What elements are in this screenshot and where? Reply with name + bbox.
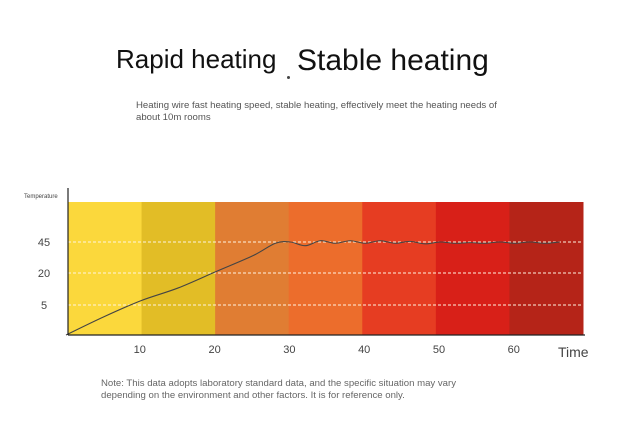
- heat-band: [362, 202, 437, 335]
- separator-dot: [287, 76, 290, 79]
- x-tick-label: 50: [433, 344, 445, 356]
- y-tick-label: 45: [38, 237, 50, 249]
- x-tick-label: 60: [508, 344, 520, 356]
- disclaimer-note: Note: This data adopts laboratory standa…: [101, 378, 456, 401]
- x-tick-labels: 10 20 30 40 50 60: [134, 344, 520, 356]
- heat-band: [215, 202, 290, 335]
- heat-bands: [68, 202, 584, 335]
- x-tick-label: 10: [134, 344, 146, 356]
- x-tick-label: 40: [358, 344, 370, 356]
- x-tick-label: 20: [208, 344, 220, 356]
- y-axis-label: Temperature: [24, 194, 58, 200]
- heat-band: [435, 202, 510, 335]
- temperature-chart: Temperature Time 10 20 30 40 50 60 5 20 45: [24, 188, 589, 360]
- temperature-curve: [65, 240, 560, 336]
- y-tick-label: 5: [41, 300, 47, 312]
- heat-band: [509, 202, 584, 335]
- heat-band: [141, 202, 216, 335]
- y-tick-label: 20: [38, 268, 50, 280]
- x-tick-label: 30: [283, 344, 295, 356]
- headline-stable-heating: Stable heating: [297, 44, 489, 77]
- gridlines: [68, 241, 583, 306]
- x-axis-label: Time: [558, 344, 589, 360]
- y-tick-labels: 5 20 45: [38, 237, 50, 312]
- heat-band: [288, 202, 363, 335]
- headline-rapid-heating: Rapid heating: [116, 44, 277, 74]
- subtitle-text: Heating wire fast heating speed, stable …: [136, 100, 497, 123]
- heat-band: [68, 202, 143, 335]
